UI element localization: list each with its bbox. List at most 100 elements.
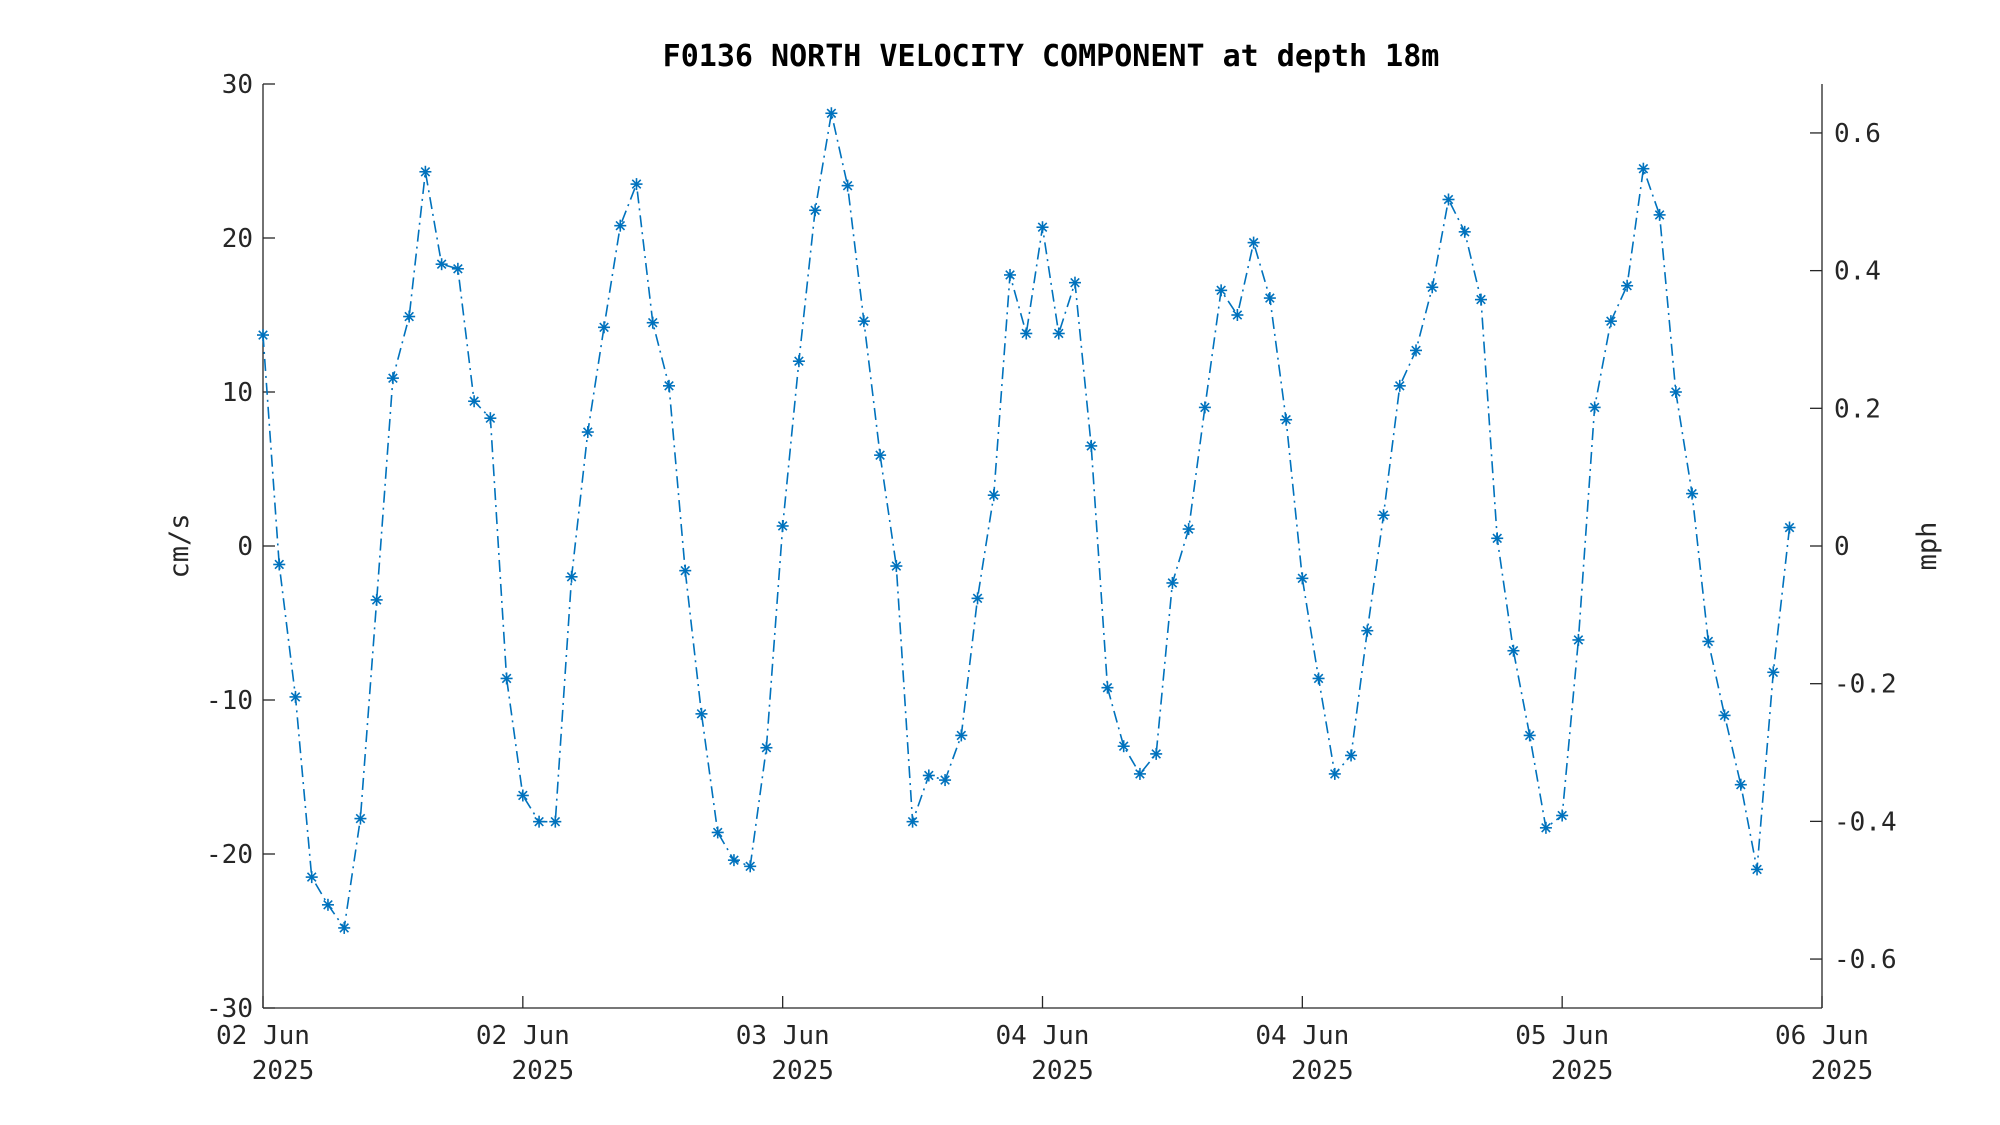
data-point: [451, 262, 464, 275]
data-point: [419, 165, 432, 178]
data-point: [1247, 236, 1260, 249]
y-tick-label: 20: [222, 224, 253, 254]
data-point: [1231, 309, 1244, 321]
x-tick-label: 04 Jun: [1255, 1021, 1349, 1051]
x-tick-label: 03 Jun: [736, 1021, 830, 1051]
y2-tick-label: 0.2: [1834, 394, 1881, 424]
data-point: [874, 449, 887, 462]
series-line: [262, 113, 1791, 931]
right-axis: 0.6 0.4 0.2 0 -0.2 -0.4 -0.6: [1810, 84, 1897, 1008]
data-point: [1539, 821, 1552, 834]
data-point: [1637, 162, 1650, 175]
data-point: [1377, 509, 1390, 522]
data-point: [1588, 401, 1601, 414]
data-point: [1491, 532, 1504, 545]
data-point: [1572, 633, 1585, 646]
left-axis: 30 20 10 0 -10 -20 -30: [206, 70, 275, 1024]
data-point: [1702, 635, 1715, 648]
data-point: [662, 379, 675, 392]
data-point: [955, 729, 968, 742]
data-point: [825, 107, 838, 120]
data-point: [1166, 576, 1179, 589]
data-point: [890, 560, 903, 573]
bottom-axis: 02 Jun 2025 02 Jun 2025 03 Jun 2025 04 Jun 2025…: [216, 996, 1873, 1086]
x-tick-label-year: 2025: [252, 1056, 315, 1086]
data-point: [922, 769, 935, 782]
data-point: [386, 372, 399, 385]
data-point: [273, 558, 286, 571]
data-point: [354, 812, 367, 825]
y-tick-label: 0: [237, 532, 253, 562]
y2-tick-label: 0.6: [1834, 119, 1881, 149]
y-tick-label: 30: [222, 70, 253, 100]
data-point: [1458, 225, 1471, 238]
data-point: [1783, 521, 1796, 534]
y2-tick-label: 0.4: [1834, 257, 1881, 287]
data-point: [1150, 747, 1163, 760]
data-point: [338, 921, 351, 934]
data-point: [906, 815, 919, 828]
y2-tick-label: -0.6: [1834, 945, 1897, 975]
y2-tick-label: 0: [1834, 532, 1850, 562]
data-point: [1004, 268, 1017, 281]
x-tick-label: 05 Jun: [1515, 1021, 1609, 1051]
data-point: [1621, 279, 1634, 292]
y2-tick-label: -0.4: [1834, 807, 1897, 837]
data-point: [1426, 281, 1439, 294]
data-point: [1718, 709, 1731, 722]
data-point: [1442, 193, 1455, 206]
x-tick-label-year: 2025: [771, 1056, 834, 1086]
data-point: [1182, 523, 1195, 536]
data-point: [1085, 439, 1098, 452]
data-point: [1036, 221, 1049, 234]
data-point: [614, 219, 627, 232]
data-point: [1020, 327, 1033, 340]
data-point: [1117, 740, 1130, 753]
data-point: [987, 489, 1000, 502]
data-point: [1686, 487, 1699, 500]
data-point: [305, 871, 318, 884]
data-point: [1604, 315, 1617, 328]
data-point: [1280, 413, 1293, 426]
data-point: [500, 672, 513, 685]
x-tick-label: 02 Jun: [476, 1021, 570, 1051]
y2-tick-label: -0.2: [1834, 670, 1897, 700]
x-tick-label-year: 2025: [1031, 1056, 1094, 1086]
data-point: [776, 519, 789, 532]
data-point: [679, 564, 692, 577]
data-point: [971, 592, 984, 605]
data-point: [321, 898, 334, 911]
x-tick-label: 04 Jun: [996, 1021, 1090, 1051]
data-point: [516, 789, 529, 802]
x-tick-label-year: 2025: [1551, 1056, 1614, 1086]
data-point: [549, 815, 562, 828]
data-point: [1556, 809, 1569, 822]
data-point: [403, 310, 416, 323]
data-point: [1393, 379, 1406, 392]
data-point: [1215, 284, 1228, 297]
data-point: [727, 854, 740, 867]
data-point: [1312, 672, 1325, 685]
data-point: [257, 329, 269, 342]
data-point: [1410, 344, 1423, 357]
y-tick-label: 10: [222, 378, 253, 408]
x-tick-label: 02 Jun: [216, 1021, 310, 1051]
data-point: [744, 860, 757, 873]
data-point: [1101, 681, 1114, 694]
data-point: [1345, 749, 1358, 762]
data-point: [857, 315, 870, 328]
data-point: [484, 412, 497, 425]
data-point: [1734, 778, 1747, 791]
data-point: [1767, 666, 1780, 679]
y-tick-label: -10: [206, 686, 253, 716]
data-point: [1328, 767, 1341, 780]
chart-title: F0136 NORTH VELOCITY COMPONENT at depth …: [663, 39, 1440, 74]
data-point: [435, 258, 448, 271]
x-tick-label: 06 Jun: [1775, 1021, 1869, 1051]
data-point: [711, 826, 724, 839]
data-point: [630, 178, 643, 191]
x-tick-label-year: 2025: [512, 1056, 575, 1086]
data-point: [533, 815, 546, 828]
y2-axis-label: mph: [1912, 522, 1943, 571]
data-point: [581, 426, 594, 439]
